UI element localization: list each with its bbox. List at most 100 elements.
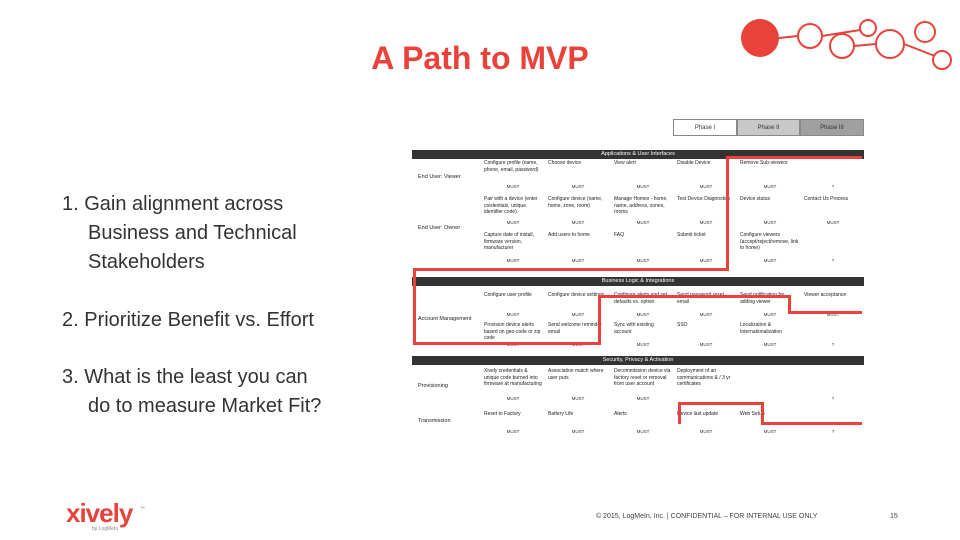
- table-cell: FAQ: [614, 232, 625, 238]
- table-cell: Reset to Factory: [484, 411, 521, 417]
- mvp-boundary-line: [413, 342, 601, 345]
- priority-tag: MUST: [826, 220, 840, 225]
- point-3-line2: do to measure Market Fit?: [88, 395, 322, 417]
- table-cell: Localization & Internationalization: [740, 322, 782, 335]
- mvp-boundary-line: [761, 402, 764, 424]
- priority-tag: MUST: [506, 429, 520, 434]
- table-cell: Decommission device via factory reset or…: [614, 368, 671, 387]
- table-cell: [740, 368, 800, 395]
- footer-copyright: © 2015, LogMeIn, Inc. | CONFIDENTIAL – F…: [596, 513, 818, 520]
- table-cell: View alert: [614, 160, 636, 166]
- table-cell: Configure device settings: [548, 292, 605, 298]
- table-cell: Contact Us Process: [804, 196, 849, 202]
- table-cell: Remove Sub-viewers: [740, 160, 788, 166]
- decorative-circles: [741, 19, 952, 70]
- table-cell: Xively credentials & unique code burned …: [484, 368, 542, 387]
- table-cell: [804, 232, 862, 257]
- logo-wordmark: xively: [66, 498, 133, 528]
- priority-tag: MUST: [763, 429, 777, 434]
- mvp-boundary-line: [726, 156, 862, 159]
- priority-tag: MUST: [636, 184, 650, 189]
- phase-2-header: Phase II: [737, 119, 800, 136]
- mvp-boundary-line: [678, 402, 681, 424]
- table-cell: Device status: [740, 196, 771, 202]
- priority-tag: MUST: [506, 220, 520, 225]
- priority-tag: MUST: [699, 342, 713, 347]
- table-cell: [804, 411, 862, 428]
- priority-tag: MUST: [636, 342, 650, 347]
- table-cell: Viewer acceptance: [804, 292, 847, 298]
- priority-tag: MUST: [506, 312, 520, 317]
- point-1-line1: 1. Gain alignment across: [62, 193, 284, 215]
- priority-tag: ?: [831, 429, 835, 434]
- priority-tag: MUST: [571, 220, 585, 225]
- table-cell: Provision device alerts based on geo-cod…: [484, 322, 541, 341]
- priority-tag: ?: [831, 184, 835, 189]
- table-cell: Configure device (name, home, zone, room…: [548, 196, 603, 209]
- mvp-boundary-line: [761, 422, 862, 425]
- priority-tag: MUST: [636, 258, 650, 263]
- row-label-transmission: Transmission: [418, 418, 451, 424]
- row-label-owner: End User: Owner: [418, 225, 461, 231]
- table-cell: [804, 322, 862, 341]
- point-3: 3. What is the least you can do to measu…: [62, 363, 321, 421]
- priority-tag: MUST: [571, 312, 585, 317]
- point-1: 1. Gain alignment across Business and Te…: [62, 190, 297, 277]
- priority-tag: MUST: [699, 312, 713, 317]
- table-cell: Device last update: [677, 411, 719, 417]
- section-bar-security: Security, Privacy & Activation: [412, 356, 864, 365]
- priority-tag: MUST: [699, 429, 713, 434]
- table-cell: Disable Device: [677, 160, 711, 166]
- mvp-boundary-line: [726, 156, 729, 271]
- table-cell: Configure viewers (accept/reject/remove,…: [740, 232, 799, 251]
- priority-tag: MUST: [506, 258, 520, 263]
- point-3-line1: 3. What is the least you can: [62, 366, 308, 388]
- priority-tag: ?: [831, 258, 835, 263]
- table-cell: Battery Life: [548, 411, 574, 417]
- xively-logo: xively ™ by LogMeIn: [66, 498, 145, 532]
- section-bar-apps: Applications & User Interfaces: [412, 150, 864, 159]
- table-cell: Capture date of install, firmware versio…: [484, 232, 535, 251]
- priority-tag: MUST: [571, 396, 585, 401]
- table-cell: Manage Homes - home, name, address, zone…: [614, 196, 668, 215]
- priority-tag: MUST: [699, 220, 713, 225]
- priority-tag: MUST: [763, 312, 777, 317]
- table-cell: Add users to home: [548, 232, 590, 238]
- table-cell: SSO: [677, 322, 688, 328]
- priority-tag: MUST: [826, 312, 840, 317]
- row-label-provisioning: Provisioning: [418, 383, 448, 389]
- priority-tag: MUST: [636, 429, 650, 434]
- mvp-boundary-line: [788, 295, 791, 313]
- table-cell: Alerts: [614, 411, 627, 417]
- point-1-line2: Business and Technical: [88, 222, 297, 244]
- table-cell: Web Setup: [740, 411, 765, 417]
- priority-tag: MUST: [636, 396, 650, 401]
- table-cell: Test Device Diagnostics: [677, 196, 731, 202]
- table-cell: Configure user profile: [484, 292, 532, 298]
- mvp-boundary-line: [413, 268, 729, 271]
- point-2-line1: 2. Prioritize Benefit vs. Effort: [62, 309, 314, 331]
- priority-tag: MUST: [636, 220, 650, 225]
- table-cell: Send welcome reminder email: [548, 322, 602, 335]
- priority-tag: MUST: [763, 258, 777, 263]
- priority-tag: MUST: [763, 342, 777, 347]
- priority-tag: MUST: [636, 312, 650, 317]
- priority-tag: MUST: [571, 184, 585, 189]
- slide-title: A Path to MVP: [371, 40, 589, 76]
- table-cell: [804, 160, 862, 183]
- mvp-boundary-line: [788, 311, 862, 314]
- logo-trademark: ™: [140, 506, 145, 512]
- priority-tag: ?: [831, 342, 835, 347]
- table-cell: Deployment of an communications & / 3 yr…: [677, 368, 731, 387]
- mvp-boundary-line: [598, 295, 601, 345]
- priority-tag: MUST: [699, 258, 713, 263]
- table-cell: Sync with existing account: [614, 322, 654, 335]
- table-cell: Pair with a device (enter credentials, u…: [484, 196, 538, 215]
- row-label-account: Account Management: [418, 316, 472, 322]
- phase-1-header: Phase I: [673, 119, 737, 136]
- priority-tag: ?: [831, 396, 835, 401]
- priority-tag: MUST: [763, 220, 777, 225]
- section-bar-logic: Business Logic & Integrations: [412, 277, 864, 286]
- table-cell: Submit ticket: [677, 232, 706, 238]
- table-cell: Choose device: [548, 160, 582, 166]
